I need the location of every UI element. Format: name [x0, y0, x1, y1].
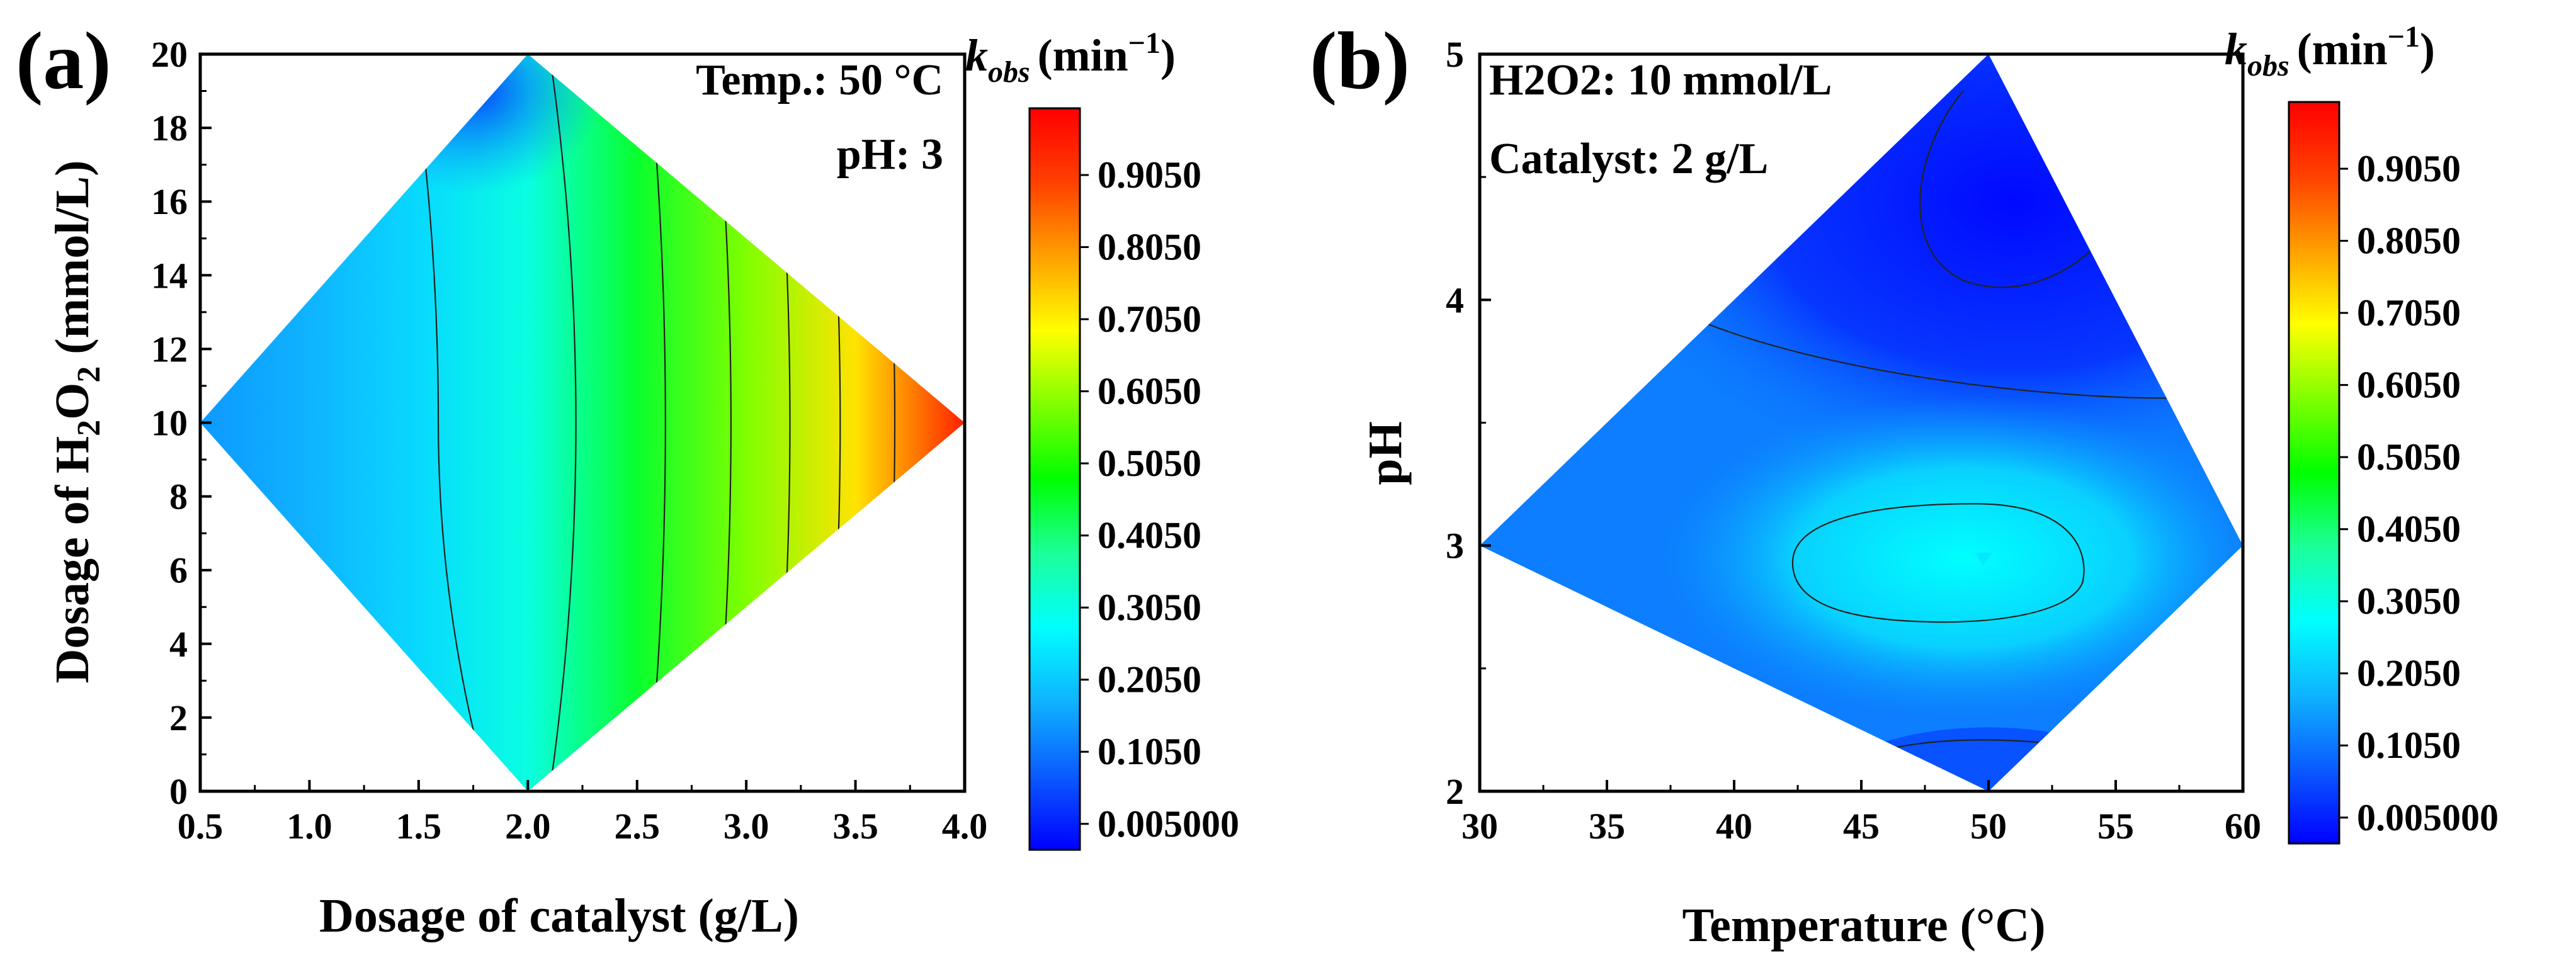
colorbar-tick-label: 0.3050 [2357, 580, 2461, 622]
panel-b-annotation-catalyst: Catalyst: 2 g/L [1489, 135, 1768, 183]
colorbar-title-unit: (min [1038, 30, 1128, 81]
panel-a-y-tick-label: 20 [151, 34, 188, 75]
colorbar-tick-label: 0.6050 [2357, 364, 2461, 406]
panel-a-x-axis-title: Dosage of catalyst (g/L) [319, 889, 799, 942]
panel-a-x-tick-label: 4.0 [942, 806, 988, 847]
panel-b-x-tick-label: 30 [1461, 806, 1498, 847]
ylabel-part-2: O [46, 383, 99, 420]
colorbar-tick-label: 0.4050 [1098, 515, 1201, 556]
panel-b-contour-line [1708, 324, 2167, 399]
colorbar-tick-label: 0.5050 [2357, 436, 2461, 478]
panel-b-contour-line [1919, 90, 2091, 288]
ylabel-part-3: (mmol/L) [46, 161, 99, 366]
panel-b-annotation-h2o2: H2O2: 10 mmol/L [1489, 56, 1832, 104]
panel-a-contour-line [647, 54, 666, 791]
panel-a-contour-fill [200, 54, 965, 791]
panel-a-y-axis-title: Dosage of H2O2 (mmol/L) [46, 161, 107, 684]
colorbar-title-subscript: obs [988, 55, 1030, 89]
panel-a-x-tick-label: 0.5 [178, 806, 224, 847]
colorbar-title: kobs (min−1) [965, 26, 1176, 89]
colorbar-title-exponent: −1 [1128, 26, 1160, 60]
colorbar-title-close: ) [1160, 30, 1176, 81]
panel-b-label: (b) [1310, 16, 1410, 106]
panel-b-y-tick-label: 4 [1446, 279, 1464, 320]
panel-a-annotation-ph: pH: 3 [837, 130, 943, 179]
panel-a-y-tick-label: 18 [151, 108, 188, 149]
panel-b-contour-line [1791, 503, 2085, 623]
panel-a-x-tick-label: 1.0 [287, 806, 332, 847]
colorbar-tick-label: 0.3050 [1098, 587, 1201, 628]
panel-a-x-tick-label: 2.5 [614, 806, 660, 847]
colorbar-title-symbol: k [2225, 24, 2247, 74]
panel-b-x-tick-label: 55 [2097, 806, 2134, 847]
colorbar-title-unit: (min [2297, 24, 2388, 74]
colorbar-tick-label: 0.6050 [1098, 371, 1201, 412]
panel-a: 0.5 1.0 1.5 2.0 2.5 3.0 3.5 4.0 0 2 4 6 8 10 12 14 16 18 2… [16, 16, 1239, 942]
colorbar-tick-label: 0.1050 [1098, 731, 1201, 772]
panel-b-x-axis-title: Temperature (°C) [1682, 899, 2045, 952]
panel-b-colorbar: 0.9050 0.8050 0.7050 0.6050 0.5050 0.4050 0.30… [2225, 20, 2499, 845]
colorbar-tick-label: 0.4050 [2357, 509, 2461, 550]
panel-b-peak-marker [1974, 553, 1992, 566]
panel-a-y-tick-label: 2 [169, 697, 188, 738]
colorbar-title-symbol: k [965, 30, 988, 81]
panel-b-x-tick-label: 60 [2225, 806, 2261, 847]
colorbar-title-exponent: −1 [2388, 20, 2420, 54]
panel-b-y-axis-title: pH [1359, 421, 1412, 485]
colorbar-tick-label: 0.005000 [1098, 803, 1239, 845]
panel-b-y-tick-label: 5 [1446, 34, 1464, 75]
colorbar-tick-label: 0.9050 [1098, 154, 1201, 196]
panel-a-annotation-temp: Temp.: 50 °C [696, 56, 943, 104]
colorbar-tick-label: 0.8050 [2357, 220, 2461, 262]
panel-a-y-tick-label: 8 [169, 477, 188, 517]
colorbar-tick-label: 0.2050 [2357, 653, 2461, 694]
panel-a-x-tick-label: 3.5 [832, 806, 878, 847]
panel-a-y-tick-label: 16 [151, 181, 188, 222]
panel-a-domain [200, 54, 965, 791]
panel-a-label: (a) [16, 16, 111, 106]
colorbar-gradient-bar [1028, 107, 1081, 851]
panel-a-y-tick-label: 0 [169, 771, 188, 812]
panel-a-y-tick-label: 12 [151, 329, 188, 370]
panel-a-contour-line [411, 54, 489, 791]
colorbar-tick-label: 0.9050 [2357, 148, 2461, 189]
panel-a-x-tick-label: 3.0 [723, 806, 769, 847]
panel-a-y-tick-label: 10 [151, 403, 188, 444]
panel-a-y-tick-label: 4 [169, 624, 188, 665]
colorbar-tick-label: 0.2050 [1098, 659, 1201, 701]
colorbar-title-close: ) [2420, 24, 2435, 74]
colorbar-tick-label: 0.1050 [2357, 725, 2461, 766]
colorbar-tick-label: 0.5050 [1098, 443, 1201, 484]
panel-a-y-tick-label: 14 [151, 255, 188, 296]
panel-b-x-tick-label: 45 [1843, 806, 1880, 847]
panel-a-colorbar: 0.9050 0.8050 0.7050 0.6050 0.5050 0.4050 0.30… [965, 26, 1239, 851]
panel-b-y-tick-label: 2 [1446, 771, 1464, 812]
panel-a-x-tick-label: 1.5 [396, 806, 442, 847]
panel-a-ticks: 0.5 1.0 1.5 2.0 2.5 3.0 3.5 4.0 0 2 4 6 8 10 12 14 16 18 2… [151, 34, 987, 847]
panel-b-x-tick-label: 40 [1716, 806, 1752, 847]
colorbar-title-subscript: obs [2247, 49, 2289, 82]
colorbar-title: kobs (min−1) [2225, 20, 2435, 82]
colorbar-tick-label: 0.7050 [2357, 292, 2461, 334]
ylabel-sub-2: 2 [71, 366, 107, 383]
ylabel-part-1: Dosage of H [46, 436, 99, 684]
colorbar-tick-label: 0.7050 [1098, 298, 1201, 340]
panel-a-contour-line [548, 54, 577, 791]
panel-b-x-tick-label: 50 [1970, 806, 2007, 847]
panel-a-x-tick-label: 2.0 [505, 806, 551, 847]
colorbar-gradient-bar [2288, 101, 2341, 845]
panel-a-y-tick-label: 6 [169, 550, 188, 591]
panel-b-x-tick-label: 35 [1589, 806, 1625, 847]
ylabel-sub-1: 2 [71, 420, 107, 436]
panel-b-y-tick-label: 3 [1446, 526, 1464, 567]
panel-b-peak-region [1657, 395, 2243, 720]
colorbar-tick-label: 0.8050 [1098, 227, 1201, 268]
colorbar-tick-label: 0.005000 [2357, 797, 2499, 838]
